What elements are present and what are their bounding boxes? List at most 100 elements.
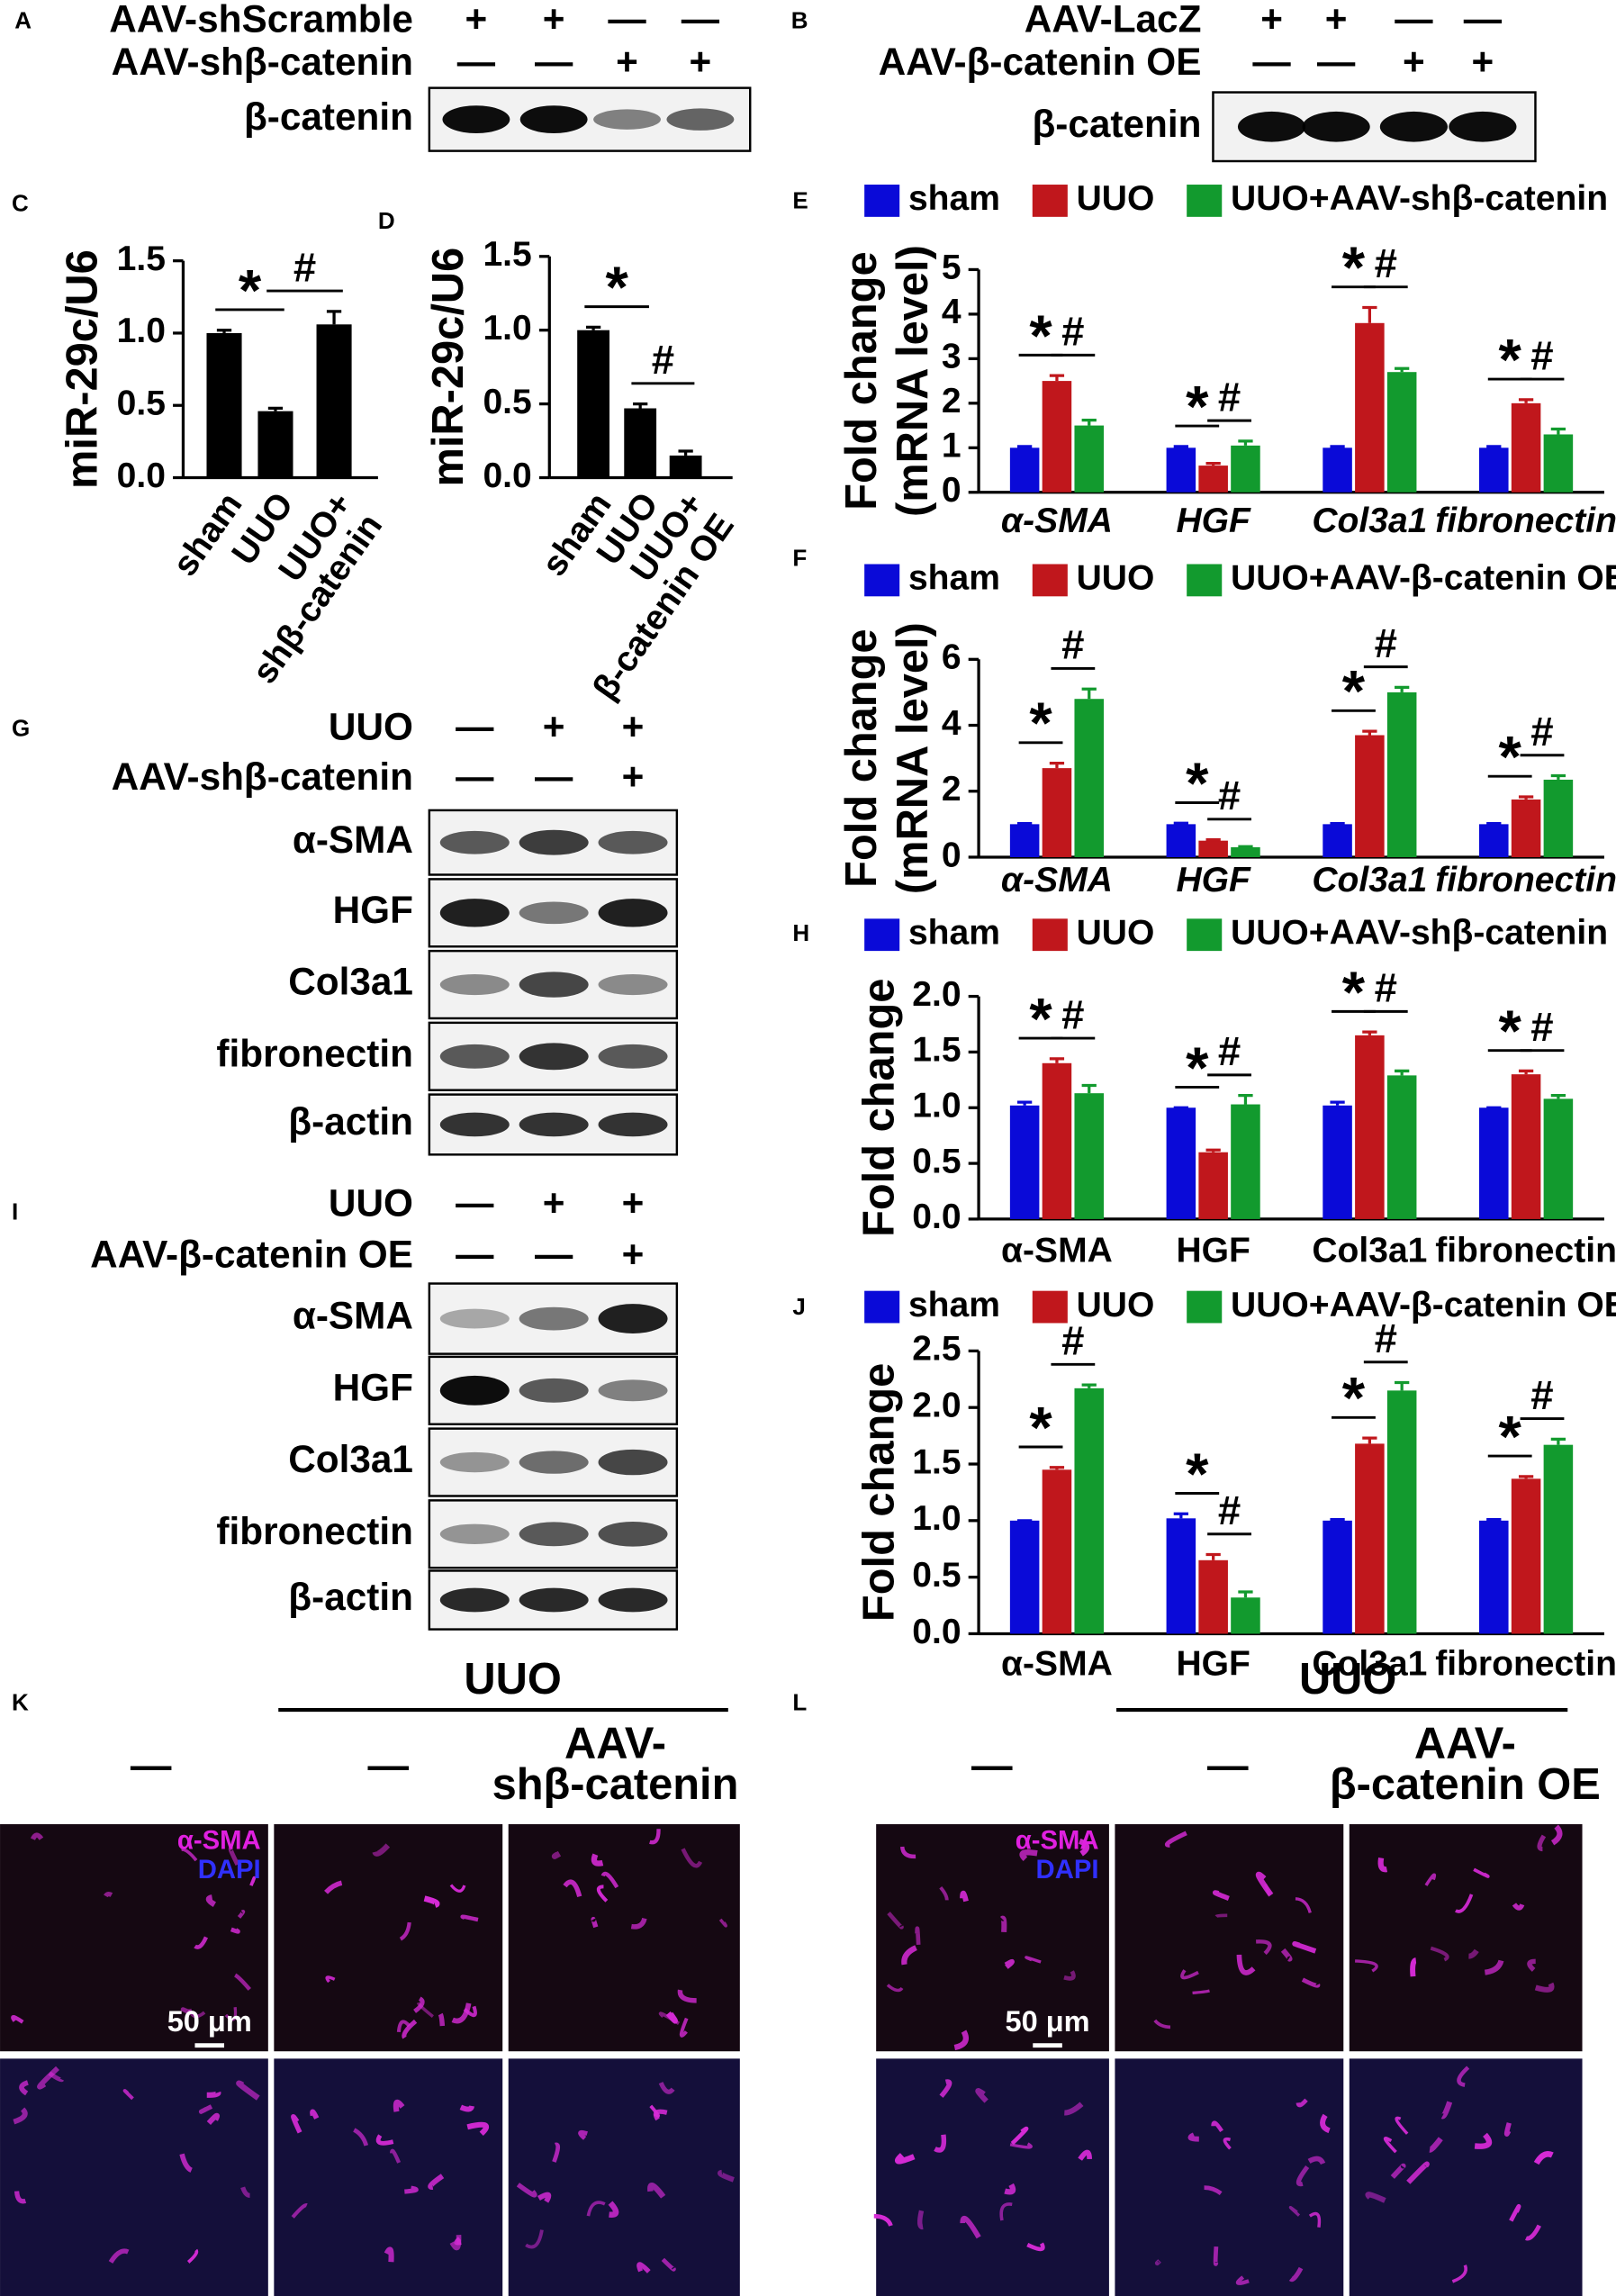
stain-signal	[1064, 2102, 1084, 2116]
stain-signal	[1355, 1959, 1378, 1973]
bar	[1323, 824, 1352, 857]
blot-band	[439, 1451, 510, 1473]
stain-signal	[122, 2089, 134, 2101]
bar	[1166, 447, 1196, 493]
band-label: α-SMA	[293, 1295, 413, 1337]
stain-signal	[1534, 1982, 1555, 1993]
bar	[1231, 846, 1260, 857]
stain-signal	[1509, 2204, 1521, 2222]
stain-signal	[1484, 1959, 1504, 1975]
stain-signal	[1550, 1824, 1563, 1846]
stain-signal	[916, 2210, 925, 2230]
significance-mark: *	[1499, 724, 1522, 790]
bar	[1042, 768, 1072, 857]
bar	[1074, 425, 1105, 493]
significance-mark: #	[1375, 965, 1397, 1011]
x-tick-label: HGF	[1176, 1645, 1250, 1684]
stain-signal	[901, 1945, 917, 1966]
stain-signal	[1004, 2183, 1016, 2195]
panel-label: J	[792, 1293, 805, 1320]
stain-signal	[375, 2134, 394, 2146]
stain-signal	[390, 2148, 402, 2164]
stain-signal	[563, 1879, 582, 1898]
stain-signal	[1223, 2137, 1232, 2150]
stain-signal	[1010, 2126, 1029, 2146]
treatment-sign: +	[1260, 0, 1283, 41]
significance-mark: *	[1499, 999, 1522, 1064]
group-header: UUO	[1299, 1655, 1396, 1704]
stain-signal	[1153, 2019, 1171, 2029]
stain-signal	[206, 2112, 220, 2125]
stain-signal	[658, 2082, 675, 2094]
legend-label: sham	[908, 1286, 1000, 1324]
stain-signal	[1295, 1897, 1312, 1913]
stain-signal	[396, 2020, 411, 2033]
stain-signal	[649, 1829, 661, 1845]
stain-signal	[999, 2202, 1013, 2221]
bar	[1231, 1104, 1260, 1219]
panel-label: D	[378, 207, 395, 234]
bar	[1009, 1520, 1040, 1634]
stain-signal	[1307, 2156, 1326, 2165]
significance-mark: #	[1218, 1028, 1241, 1074]
treatment-sign: —	[682, 0, 720, 41]
x-tick-label: Col3a1	[1312, 1645, 1427, 1684]
significance-mark: #	[1218, 374, 1241, 420]
panel-label: A	[14, 6, 32, 33]
stain-signal	[939, 1885, 949, 1901]
x-tick-label: fibronectin	[1435, 1232, 1616, 1270]
stain-signal	[372, 1843, 391, 1857]
panel-label: C	[12, 190, 29, 217]
band-label: β-actin	[288, 1100, 413, 1143]
bar	[1543, 1444, 1574, 1634]
significance-mark: *	[1029, 303, 1052, 368]
stain-signal	[1457, 2065, 1470, 2087]
y-tick-label: 1.0	[117, 312, 166, 350]
stain-signal	[402, 2019, 418, 2039]
stain-signal	[1533, 2151, 1554, 2165]
y-tick-label: 4	[942, 704, 961, 743]
stain-signal	[324, 1880, 343, 1894]
stain-signal	[636, 2262, 651, 2273]
bar	[316, 324, 352, 478]
stain-signal	[1154, 2259, 1161, 2266]
band-label: fibronectin	[216, 1510, 413, 1552]
blot-band	[519, 972, 589, 998]
bar	[1479, 824, 1509, 857]
legend-label: UUO+AAV-β-catenin OE	[1231, 559, 1616, 598]
stain-signal	[459, 2104, 475, 2112]
treatment-sign: +	[616, 41, 638, 83]
blot-band	[1449, 111, 1517, 142]
micrograph	[508, 2058, 740, 2296]
treatment-label: AAV-shScramble	[109, 0, 413, 41]
micrograph	[274, 1824, 503, 2052]
treatment-label: AAV-LacZ	[1025, 0, 1202, 41]
legend-swatch	[1187, 185, 1223, 217]
stain-signal	[1454, 1894, 1474, 1913]
stain-signal	[953, 2029, 969, 2051]
treatment-sign: +	[543, 1181, 565, 1224]
condition-label: —	[131, 1742, 172, 1788]
bar	[1511, 799, 1541, 857]
stain-signal	[1211, 2120, 1223, 2133]
stain-signal	[404, 2185, 419, 2194]
legend-swatch	[864, 918, 900, 952]
stain-signal	[416, 2002, 434, 2018]
y-tick-label: 0	[942, 836, 961, 874]
micrograph	[274, 2058, 503, 2296]
treatment-sign: +	[465, 0, 488, 41]
stain-signal	[1424, 1873, 1437, 1886]
treatment-label: UUO	[329, 1181, 413, 1224]
stain-signal	[13, 2107, 28, 2125]
stain-signal	[552, 2142, 561, 2163]
stain-signal	[104, 1891, 113, 1898]
micrograph	[1115, 2058, 1344, 2296]
blot-band	[598, 1449, 668, 1476]
blot-band	[519, 901, 589, 925]
stain-signal	[1296, 2165, 1310, 2187]
blot-band	[598, 1587, 668, 1613]
stain-signal	[873, 2213, 893, 2227]
treatment-sign: —	[456, 1233, 494, 1275]
stain-signal	[186, 2248, 199, 2264]
